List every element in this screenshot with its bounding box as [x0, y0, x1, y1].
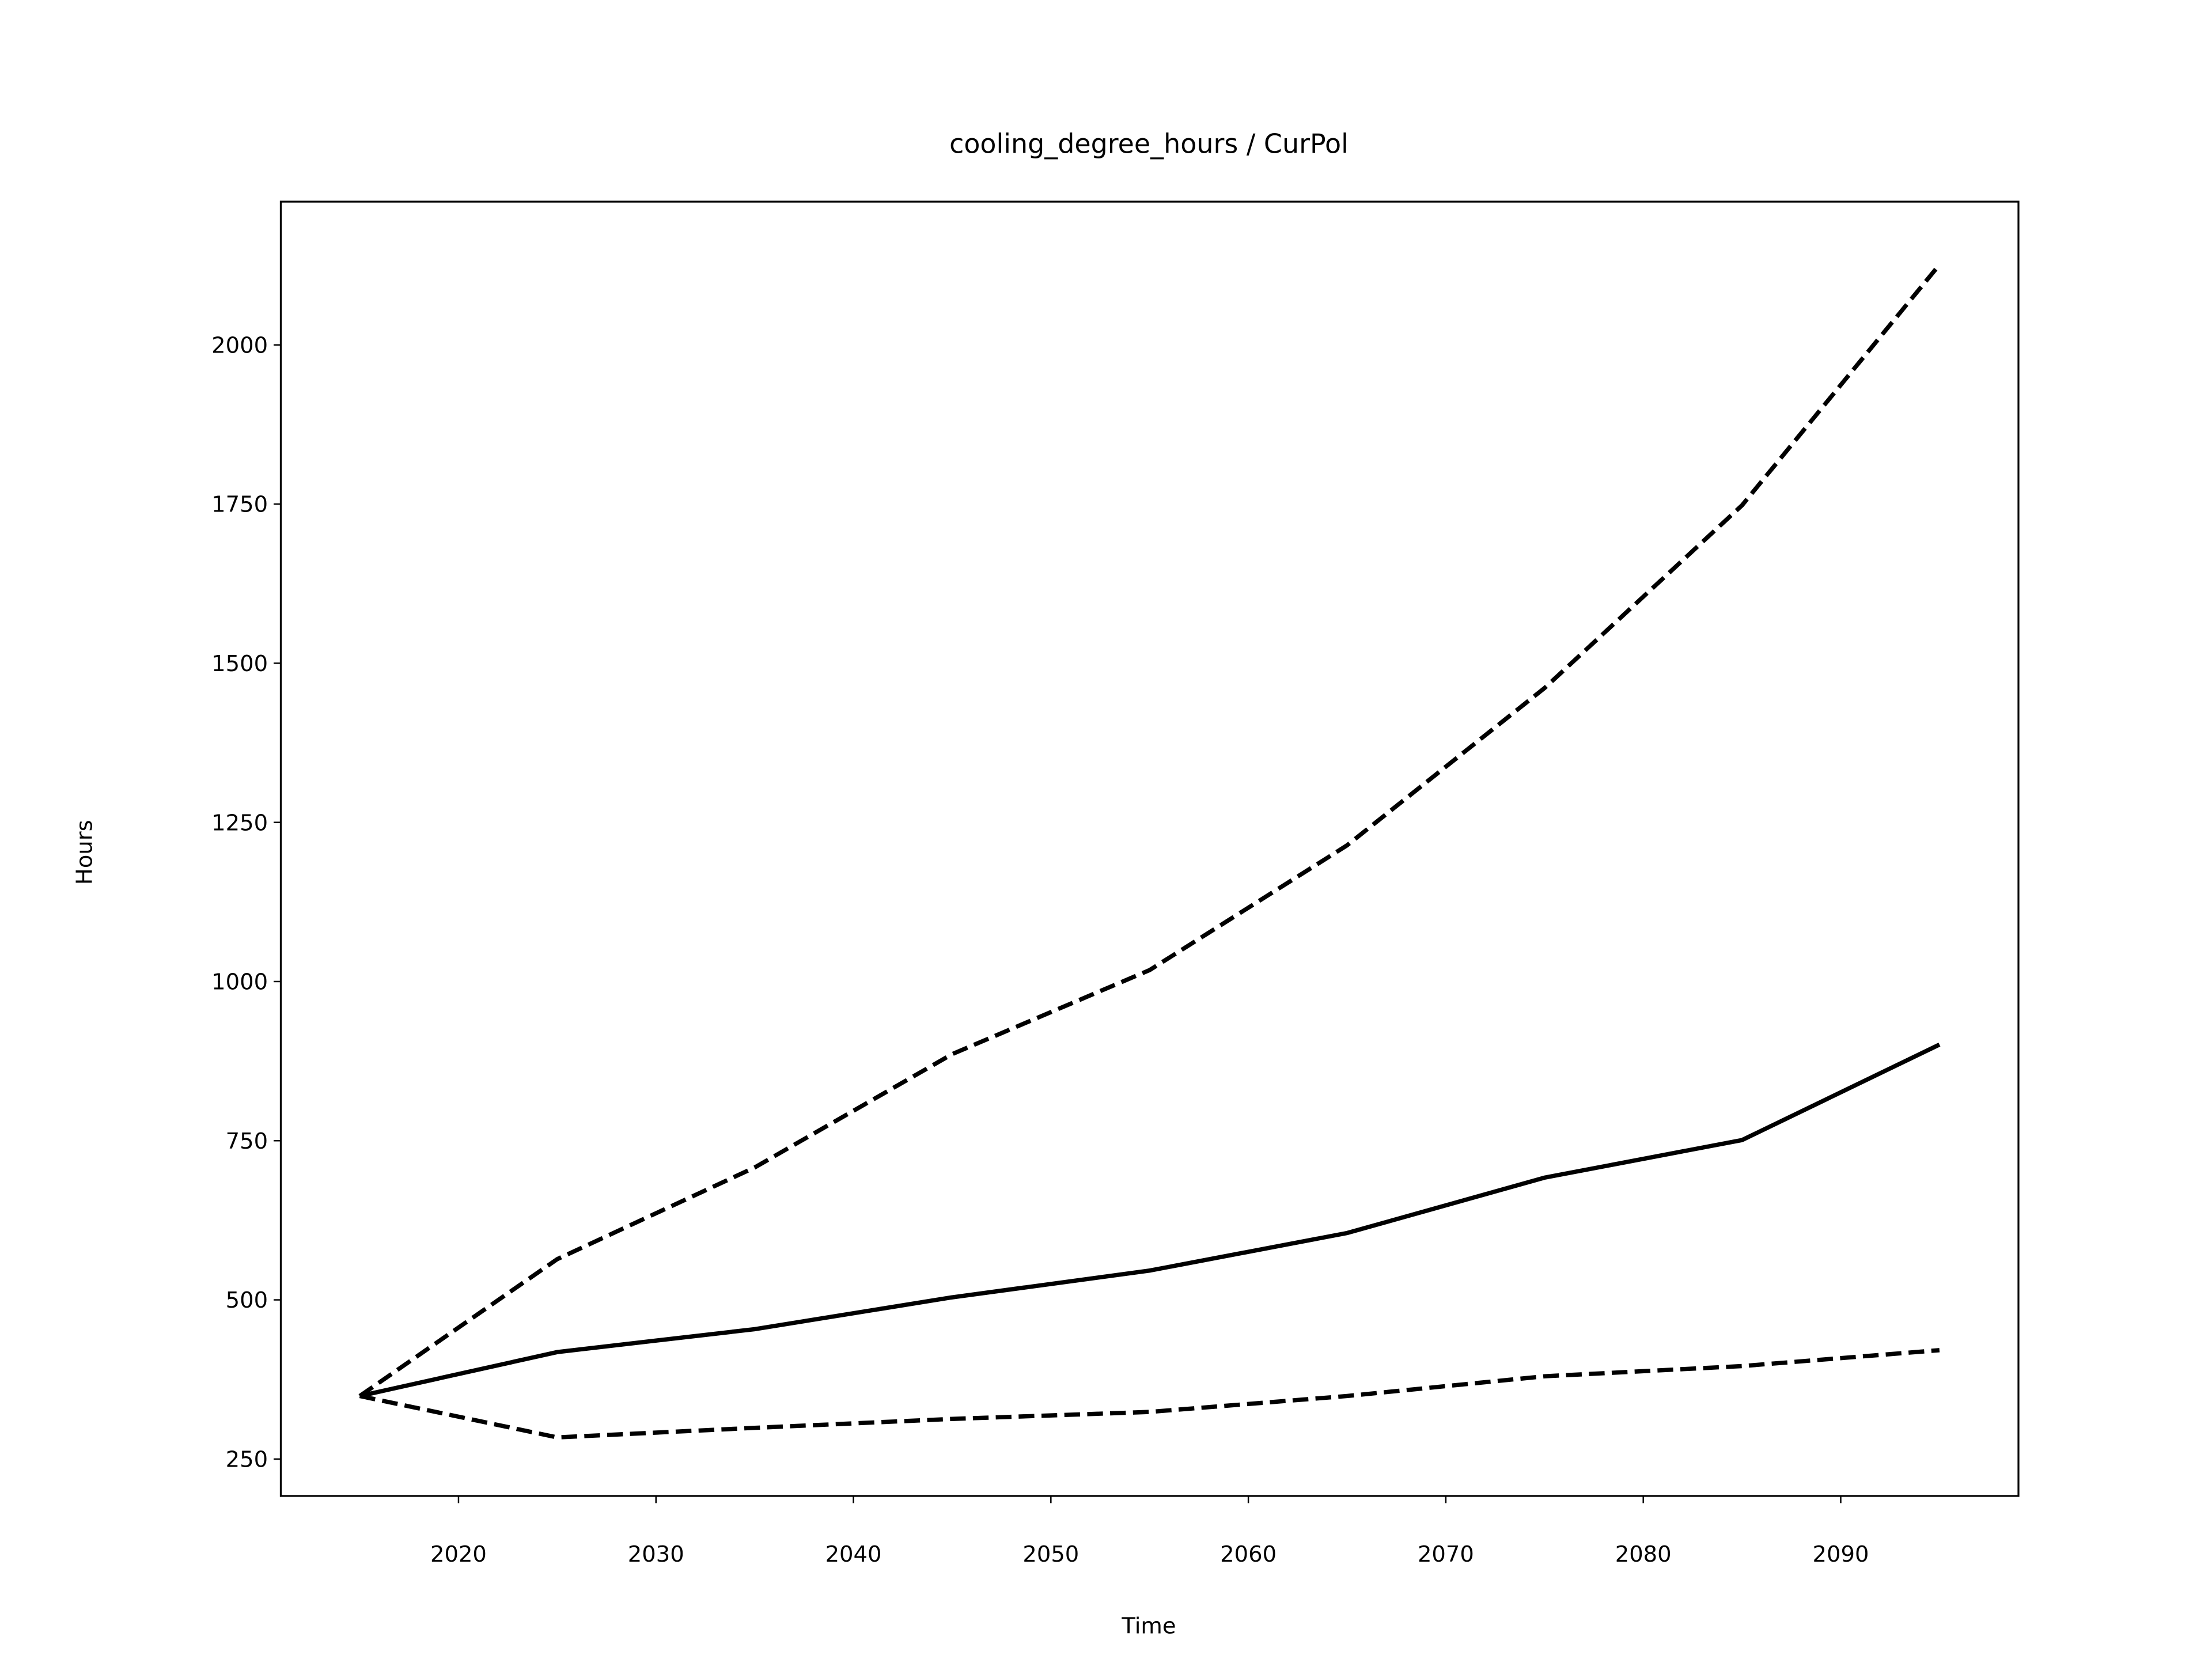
x-tick-label: 2040 — [825, 1541, 882, 1567]
y-tick-label: 2000 — [211, 332, 268, 358]
line-series — [359, 1043, 1941, 1399]
y-tick-label: 750 — [226, 1128, 268, 1154]
x-tick-label: 2030 — [628, 1541, 684, 1567]
x-tick-label: 2080 — [1615, 1541, 1672, 1567]
x-tick-label: 2060 — [1220, 1541, 1277, 1567]
x-tick-label: 2020 — [430, 1541, 487, 1567]
x-axis-label: Time — [1121, 1613, 1176, 1639]
plot-frame — [279, 200, 2020, 1497]
y-tick-label: 250 — [226, 1447, 268, 1473]
x-tick-label: 2050 — [1022, 1541, 1079, 1567]
y-tick-label: 1500 — [211, 651, 268, 677]
x-tick-label: 2090 — [1813, 1541, 1869, 1567]
y-tick-label: 1250 — [211, 810, 268, 836]
x-tick-label: 2070 — [1418, 1541, 1474, 1567]
y-axis-label: Hours — [72, 820, 98, 885]
line-series — [358, 263, 1941, 1398]
y-tick-label: 1000 — [211, 969, 268, 995]
chart-title: cooling_degree_hours / CurPol — [949, 128, 1349, 160]
y-tick-label: 1750 — [211, 492, 268, 518]
y-tick-label: 500 — [226, 1287, 268, 1313]
